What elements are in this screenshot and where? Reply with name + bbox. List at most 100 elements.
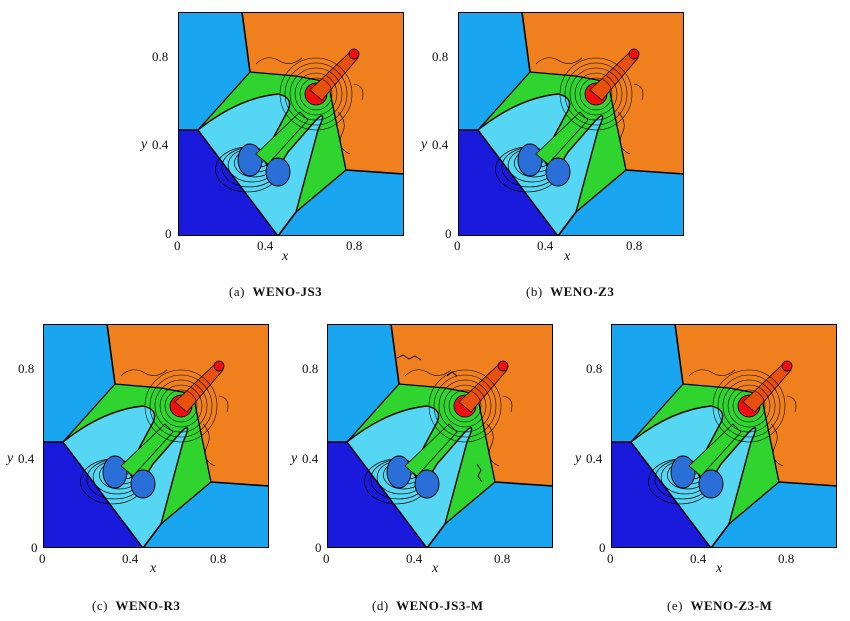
flow-field-svg: [43, 324, 269, 548]
y-axis-label: y: [141, 137, 148, 152]
contour-plot-a: [178, 12, 404, 236]
caption-b: (b) WENO-Z3: [526, 284, 614, 300]
vortex-left: [102, 455, 128, 489]
vortex-left: [237, 143, 263, 177]
caption-d: (d) WENO-JS3-M: [372, 598, 484, 614]
x-axis-label: x: [432, 561, 439, 576]
caption-prefix: (c): [92, 598, 108, 613]
caption-scheme: WENO-JS3: [252, 284, 323, 299]
nozzle-tip: [781, 360, 793, 372]
background-contour: [255, 57, 364, 155]
jet-stem: [688, 423, 742, 477]
pressure-contour: [579, 77, 613, 111]
flow-field-svg: [327, 324, 553, 548]
lower-left-region: [611, 442, 711, 548]
plot-frame: [458, 12, 684, 236]
pressure-contour: [428, 369, 502, 443]
x-tick-0: 0: [607, 551, 614, 566]
lower-right-region: [278, 170, 404, 236]
y-tick-0: 0: [165, 226, 172, 241]
nozzle-tip: [497, 360, 509, 372]
shock-line: [178, 12, 404, 236]
flow-field-svg: [178, 12, 404, 236]
y-tick-0.8: 0.8: [152, 49, 169, 64]
pressure-contour: [559, 57, 633, 131]
panel-a: 0.8 0.4 0 y 0 0.4 0.8 x (a) WENO-JS3: [0, 0, 425, 310]
x-axis-label: x: [150, 561, 157, 576]
vortex-right: [130, 469, 156, 499]
y-tick-0.4: 0.4: [432, 137, 449, 152]
panel-b: 0.8 0.4 0 y 0 0.4 0.8 x (b) WENO-Z3: [0, 0, 850, 310]
y-tick-0.8: 0.8: [586, 361, 603, 376]
flow-field-svg: [611, 324, 837, 548]
pressure-contour: [569, 67, 623, 121]
shock-line: [458, 12, 684, 236]
pressure-contour: [722, 379, 776, 433]
x-tick-0.8: 0.8: [626, 238, 643, 253]
y-tick-0.4: 0.4: [18, 451, 35, 466]
caption-scheme: WENO-Z3: [550, 284, 615, 299]
x-tick-0.4: 0.4: [122, 551, 139, 566]
background-contour: [404, 369, 513, 467]
x-axis-label: x: [282, 249, 289, 264]
shock-line: [611, 324, 837, 548]
background-contour: [120, 369, 229, 467]
oscillation-contour: [396, 354, 483, 483]
vortex-left: [386, 455, 412, 489]
jet-stem: [120, 423, 174, 477]
x-tick-0.4: 0.4: [537, 238, 554, 253]
y-tick-0.8: 0.8: [18, 361, 35, 376]
caption-e: (e) WENO-Z3-M: [667, 598, 772, 614]
caption-c: (c) WENO-R3: [92, 598, 180, 614]
lower-right-region: [711, 482, 837, 548]
pressure-contour: [727, 384, 771, 428]
pressure-contour: [732, 389, 766, 423]
y-axis-label: y: [421, 137, 428, 152]
upper-left-region: [327, 324, 399, 442]
pressure-contour: [438, 379, 492, 433]
lower-right-region: [427, 482, 553, 548]
shock-line: [43, 324, 269, 548]
background-contour: [688, 369, 797, 467]
caption-scheme: WENO-R3: [115, 598, 181, 613]
y-tick-0.4: 0.4: [302, 451, 319, 466]
vortex-right: [414, 469, 440, 499]
jet-stem: [404, 423, 458, 477]
pressure-contour: [284, 62, 348, 126]
x-tick-0: 0: [174, 238, 181, 253]
lower-right-region: [558, 170, 684, 236]
jet-stem: [535, 111, 589, 165]
lower-left-region: [327, 442, 427, 548]
y-tick-0: 0: [445, 226, 452, 241]
caption-prefix: (e): [667, 598, 683, 613]
x-tick-0.8: 0.8: [210, 551, 227, 566]
contour-plot-c: [43, 324, 269, 548]
contour-plot-b: [458, 12, 684, 236]
caption-prefix: (d): [372, 598, 389, 613]
pressure-contour: [159, 384, 203, 428]
upper-left-region: [178, 12, 250, 130]
vortex-right: [698, 469, 724, 499]
contour-plot-e: [611, 324, 837, 548]
vortex-left: [517, 143, 543, 177]
x-tick-0.8: 0.8: [778, 551, 795, 566]
pressure-contour: [154, 379, 208, 433]
lower-right-region: [143, 482, 269, 548]
pressure-contour: [149, 374, 213, 438]
background-contour: [535, 57, 644, 155]
nozzle-tip: [628, 48, 640, 60]
upper-left-region: [458, 12, 530, 130]
vortex-right: [545, 157, 571, 187]
pressure-contour: [433, 374, 497, 438]
y-axis-label: y: [291, 451, 298, 466]
pressure-contour: [564, 62, 628, 126]
pressure-contour: [164, 389, 198, 423]
upper-left-region: [43, 324, 115, 442]
x-tick-0.4: 0.4: [406, 551, 423, 566]
flow-field-svg: [458, 12, 684, 236]
pressure-contour: [299, 77, 333, 111]
x-tick-0: 0: [39, 551, 46, 566]
plot-frame: [611, 324, 837, 548]
